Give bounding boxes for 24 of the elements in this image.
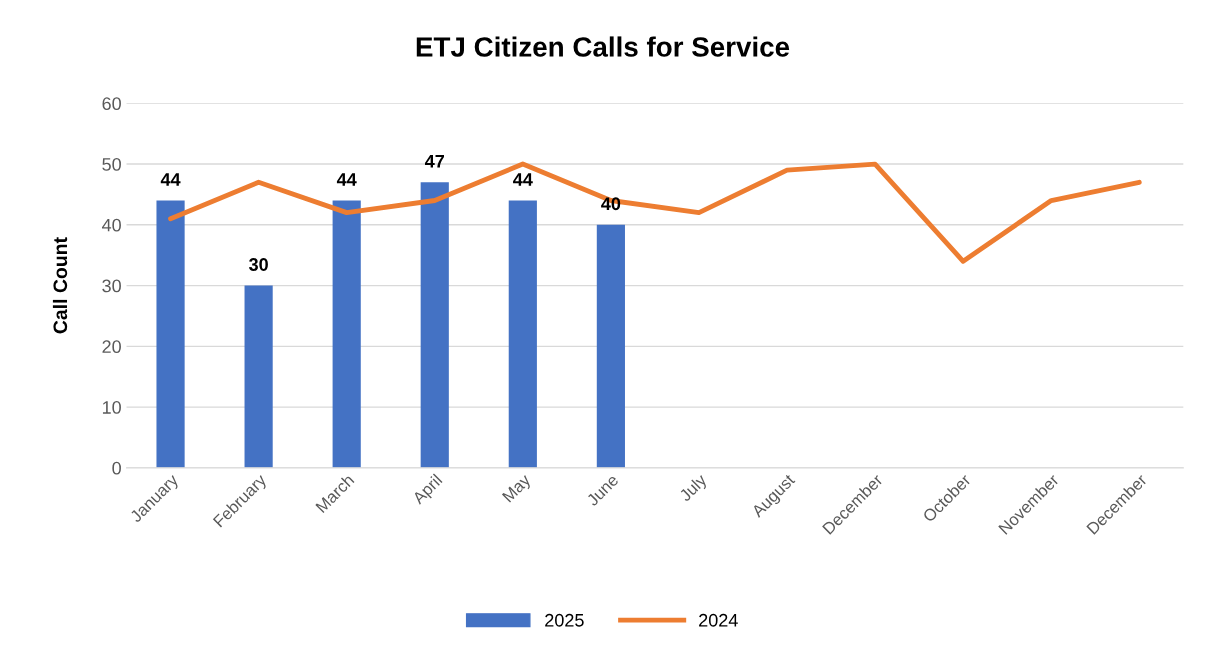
y-tick-label: 20 <box>102 340 121 354</box>
y-axis-title: Call Count <box>52 237 68 334</box>
y-tick-label: 50 <box>102 158 121 171</box>
data-label: 44 <box>336 173 357 186</box>
bar <box>156 200 185 468</box>
x-tick-label: July <box>678 472 710 505</box>
y-tick-label: 10 <box>102 401 121 414</box>
bar <box>244 285 273 468</box>
data-label: 47 <box>424 155 444 168</box>
y-tick-label: 40 <box>102 218 121 232</box>
y-tick-label: 0 <box>112 461 121 475</box>
y-tick-label: 30 <box>102 279 121 293</box>
legend-label: 2024 <box>699 613 738 627</box>
x-tick-label: May <box>501 473 534 505</box>
legend-label: 2025 <box>545 613 584 627</box>
data-label: 30 <box>249 258 268 271</box>
bar <box>596 224 625 468</box>
chart-title: ETJ Citizen Calls for Service <box>416 36 790 57</box>
data-label: 44 <box>513 173 533 186</box>
bar <box>420 182 449 468</box>
bar <box>332 200 361 468</box>
bar <box>508 200 537 468</box>
data-label: 44 <box>160 173 181 186</box>
y-tick-label: 60 <box>102 97 121 111</box>
